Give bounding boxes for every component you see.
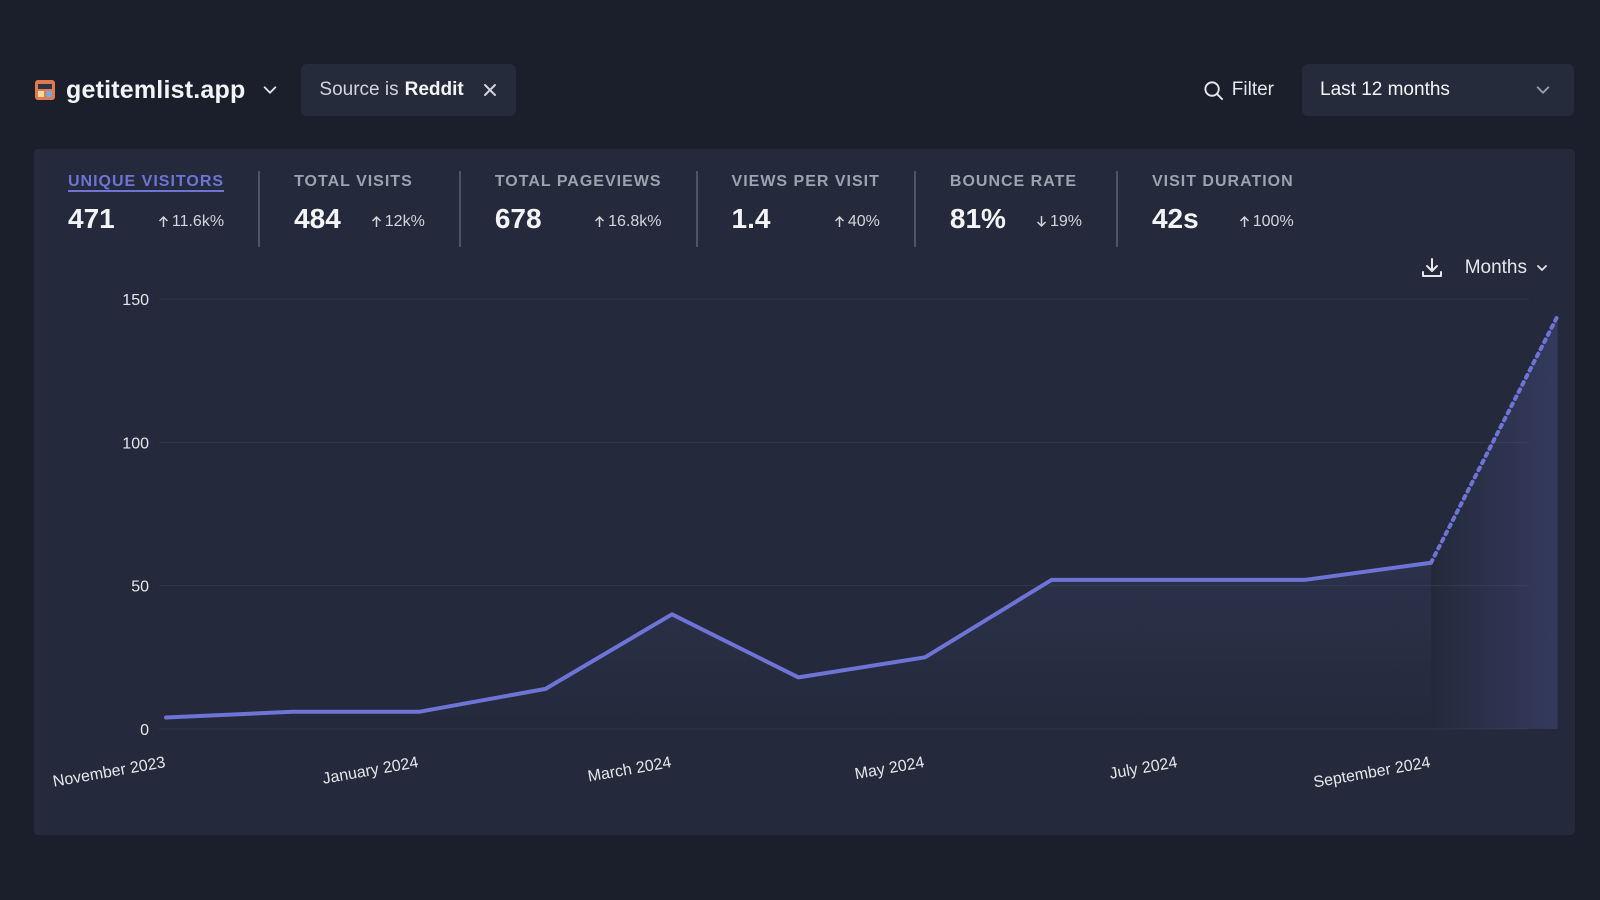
filter-chip-prefix: Source is [319, 79, 399, 100]
interval-select-label: Months [1464, 257, 1527, 278]
metric-change: 40% [834, 213, 880, 231]
data-point [670, 612, 674, 616]
metric-change-value: 40% [847, 212, 880, 230]
data-point [417, 710, 421, 714]
metric-change-value: 11.6k% [171, 212, 225, 230]
metric-value: 471 [68, 203, 115, 234]
y-tick-label: 100 [122, 435, 149, 452]
y-tick-label: 50 [131, 579, 149, 596]
data-point [923, 655, 927, 659]
arrow-up-icon [595, 215, 605, 227]
arrow-down-icon [1036, 216, 1046, 228]
data-point [1303, 578, 1307, 582]
filter-button[interactable]: Filter [1203, 79, 1274, 101]
close-icon[interactable] [482, 82, 498, 98]
metric-change: 100% [1239, 213, 1294, 231]
metric-views-per-visit[interactable]: VIEWS PER VISIT 1.4 40% [695, 171, 914, 247]
metric-change-value: 12k% [384, 212, 425, 230]
arrow-up-icon [158, 215, 168, 227]
data-point [1556, 314, 1560, 318]
metric-change: 11.6k% [158, 213, 224, 231]
metric-label: VIEWS PER VISIT [731, 173, 880, 190]
metric-change: 16.8k% [594, 212, 662, 231]
metric-change-value: 100% [1252, 212, 1294, 230]
metric-bounce-rate[interactable]: BOUNCE RATE 81% 19% [913, 171, 1116, 247]
arrow-up-icon [1239, 215, 1249, 227]
series-line-incomplete [1429, 314, 1560, 565]
x-tick-label: March 2024 [587, 754, 673, 785]
period-select-label: Last 12 months [1320, 79, 1450, 100]
series-area-incomplete [1431, 316, 1558, 729]
chevron-down-icon [264, 86, 277, 94]
stats-card: 0 50 100 150 November 2023 January 2024 March … [34, 149, 1575, 835]
filter-chip-value: Reddit [404, 79, 464, 100]
arrow-up-icon [371, 215, 381, 227]
active-filter-chip[interactable]: Source is Reddit [301, 64, 516, 116]
metric-change-value: 19% [1049, 212, 1082, 230]
data-point [797, 675, 801, 679]
top-bar: getitemlist.app Source is Reddit Filter … [34, 64, 1574, 116]
chevron-down-icon [1536, 86, 1550, 94]
metric-change-value: 16.8k% [608, 212, 662, 230]
y-tick-label: 150 [122, 292, 149, 309]
data-point [1176, 578, 1180, 582]
period-select[interactable]: Last 12 months [1302, 64, 1574, 116]
x-tick-label: January 2024 [321, 754, 420, 788]
metric-value: 42s [1151, 203, 1199, 234]
chart-tools: Months [1421, 257, 1549, 279]
metric-total-visits[interactable]: TOTAL VISITS 484 12k% [258, 171, 459, 247]
metric-value: 484 [294, 203, 341, 234]
search-icon [1204, 80, 1223, 100]
site-switcher[interactable]: getitemlist.app [34, 76, 279, 105]
metric-label: VISIT DURATION [1151, 173, 1294, 190]
metric-label: TOTAL VISITS [294, 173, 413, 190]
metrics-bar: UNIQUE VISITORS 471 11.6k% TOTAL VISITS … [68, 171, 1328, 247]
download-icon[interactable] [1421, 257, 1443, 279]
metric-total-pageviews[interactable]: TOTAL PAGEVIEWS 678 16.8k% [458, 171, 696, 247]
interval-select[interactable]: Months [1465, 257, 1549, 279]
metric-visit-duration[interactable]: VISIT DURATION 42s 100% [1115, 171, 1328, 247]
site-name: getitemlist.app [66, 75, 246, 104]
x-tick-label: November 2023 [52, 754, 167, 791]
filter-button-label: Filter [1231, 79, 1274, 100]
metric-value: 1.4 [731, 203, 771, 234]
metric-unique-visitors[interactable]: UNIQUE VISITORS 471 11.6k% [68, 171, 258, 247]
chevron-down-icon [1537, 265, 1547, 271]
arrow-up-icon [834, 215, 844, 227]
data-point [291, 710, 295, 714]
data-point [1050, 578, 1054, 582]
metric-label: BOUNCE RATE [949, 173, 1078, 190]
x-tick-label: May 2024 [854, 754, 926, 783]
metric-change: 12k% [371, 213, 425, 231]
x-tick-label: July 2024 [1108, 754, 1179, 783]
data-point [544, 687, 548, 691]
site-favicon-icon [35, 80, 55, 100]
metric-label: UNIQUE VISITORS [68, 173, 225, 190]
visitors-line-chart: 0 50 100 150 November 2023 January 2024 March … [52, 292, 1560, 791]
metric-change: 19% [1036, 213, 1082, 231]
x-tick-label: September 2024 [1312, 754, 1432, 791]
y-tick-label: 0 [140, 722, 149, 739]
metric-value: 678 [494, 203, 542, 234]
metric-value: 81% [949, 203, 1006, 234]
series-area [166, 562, 1431, 729]
series-line [164, 560, 1433, 720]
metric-label: TOTAL PAGEVIEWS [494, 173, 662, 190]
data-point [164, 716, 168, 720]
data-point [1429, 561, 1433, 565]
